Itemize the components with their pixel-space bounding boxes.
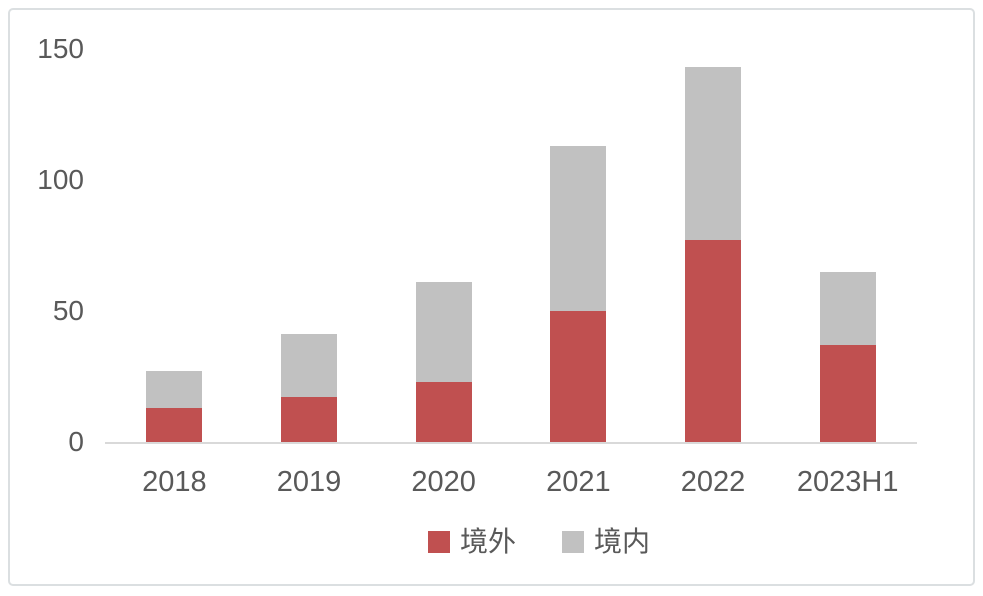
bar-2022 (685, 67, 742, 442)
bar-2022-segment-1 (685, 67, 742, 240)
bar-2018-segment-1 (146, 371, 203, 408)
y-tick-label-50: 50 (52, 295, 84, 326)
bar-2020-segment-1 (415, 282, 472, 382)
bar-slot-2019 (242, 49, 377, 442)
chart-frame (8, 8, 975, 586)
x-tick-label-2023H1: 2023H1 (796, 466, 899, 498)
bar-2019-segment-1 (281, 334, 337, 397)
bar-2022-segment-0 (685, 240, 742, 442)
x-tick-label-2021: 2021 (546, 466, 611, 498)
legend-swatch-icon (562, 531, 584, 553)
y-tick-label-150: 150 (37, 33, 84, 64)
bar-slot-2020 (376, 49, 511, 442)
x-tick-label-2022: 2022 (680, 466, 746, 498)
x-tick-label-2018: 2018 (142, 466, 207, 498)
bar-2021 (550, 146, 607, 442)
y-tick-label-100: 100 (37, 164, 84, 195)
bar-2018 (146, 371, 203, 442)
bar-slot-2023H1 (780, 49, 915, 442)
legend-swatch-icon (427, 531, 450, 553)
bar-slot-2018 (107, 49, 242, 442)
bar-slot-2022 (646, 49, 781, 442)
bar-2020-segment-0 (415, 382, 472, 442)
bar-2021-segment-1 (550, 146, 607, 311)
legend-label-1: 境内 (594, 526, 651, 557)
bar-2020 (415, 282, 472, 442)
bar-2023H1-segment-0 (819, 345, 876, 442)
y-tick-label-0: 0 (68, 426, 84, 457)
x-axis-labels: 2018 2019 2020 2021 2022 2023H1 (107, 466, 915, 499)
x-tick-label-2019: 2019 (276, 466, 342, 498)
plot-area (105, 49, 917, 444)
legend-item-0: 境外 (427, 526, 516, 558)
bar-2021-segment-0 (550, 311, 607, 442)
bar-2019-segment-0 (281, 397, 337, 442)
bar-slot-2021 (511, 49, 646, 442)
bar-2018-segment-0 (146, 408, 203, 442)
x-tick-label-2020: 2020 (411, 466, 476, 498)
bar-2023H1-segment-1 (819, 272, 876, 345)
legend-item-1: 境内 (562, 526, 650, 558)
bar-2023H1 (819, 272, 876, 442)
bar-2019 (281, 334, 337, 442)
legend: 境外 境内 (135, 526, 943, 558)
legend-label-0: 境外 (459, 526, 516, 557)
x-axis-line (105, 442, 917, 444)
bars-container (107, 49, 915, 442)
